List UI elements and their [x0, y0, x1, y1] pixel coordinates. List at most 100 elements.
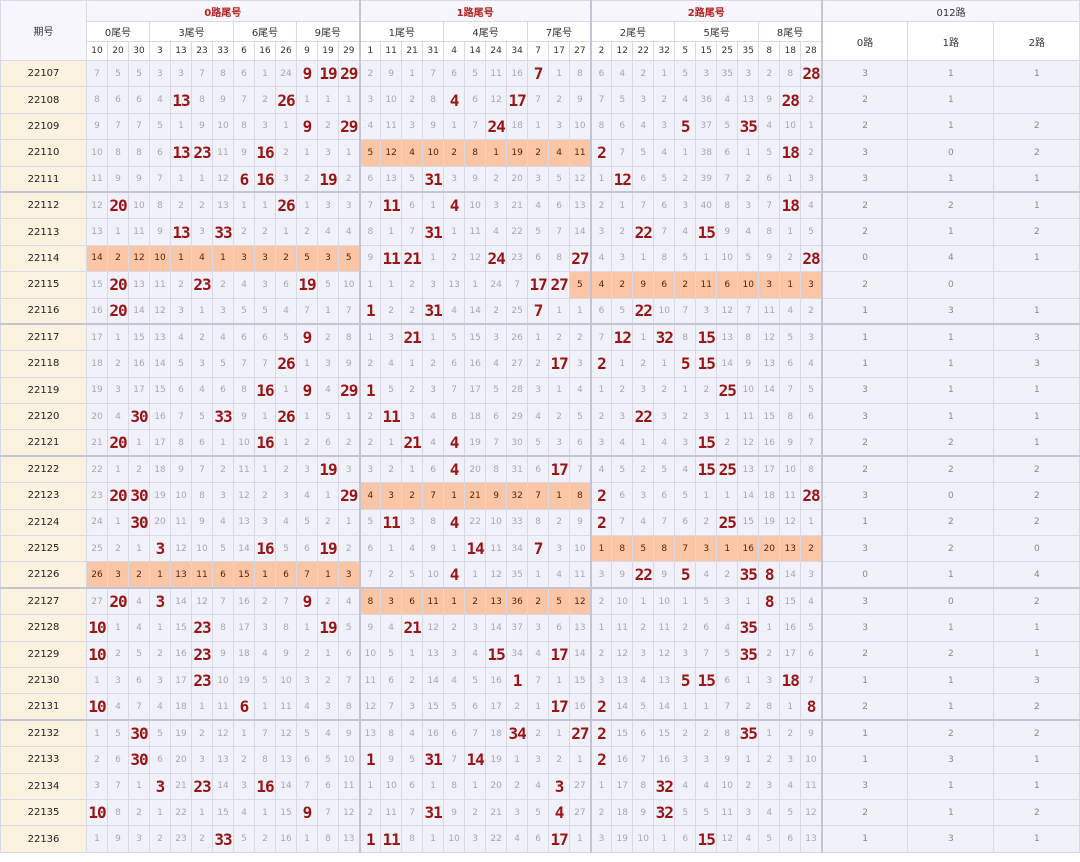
drawn-number-cell: 30 — [128, 482, 150, 510]
miss-count-cell: 7 — [337, 297, 361, 325]
issue-number: 22117 — [0, 323, 87, 352]
drawn-number-cell: 11 — [380, 508, 403, 537]
miss-count-cell: 8 — [632, 772, 655, 800]
drawn-number-cell: 2 — [589, 139, 613, 167]
miss-count-cell: 3 — [380, 587, 403, 616]
miss-count-cell: 7 — [611, 508, 634, 537]
miss-count-cell: 1 — [317, 86, 339, 114]
drawn-number-cell: 16 — [254, 429, 276, 457]
drawn-number-cell: 2 — [589, 350, 613, 378]
miss-count-cell: 3 — [695, 59, 718, 88]
miss-count-cell: 9 — [380, 746, 403, 774]
miss-count-cell: 3 — [443, 640, 466, 668]
miss-count-cell: 1 — [233, 719, 255, 748]
miss-count-cell: 8 — [233, 376, 255, 405]
miss-count-cell: 12 — [611, 640, 634, 668]
miss-count-cell: 3 — [380, 482, 403, 510]
issue-number: 22124 — [0, 508, 87, 537]
miss-count-cell: 5 — [337, 614, 361, 642]
miss-count-cell: 18 — [86, 350, 108, 378]
road-count-cell: 1 — [907, 165, 995, 193]
road-count-cell: 3 — [820, 535, 909, 563]
miss-count-cell: 10 — [611, 587, 634, 616]
miss-count-cell: 1 — [589, 772, 613, 800]
subgroup-header: 8尾号 — [758, 21, 823, 42]
miss-count-cell: 2 — [337, 165, 361, 193]
miss-count-cell: 6 — [212, 376, 234, 405]
miss-count-cell: 9 — [464, 165, 487, 193]
miss-count-cell: 1 — [107, 218, 129, 246]
table-row: 22133 2 6 30 6 20 3 13 2 8 13 6 5 10 1 9 5 31 7 14 19 1 3 2 1 2 16… — [0, 746, 1080, 774]
miss-count-cell: 2 — [191, 323, 213, 352]
miss-count-cell: 8 — [779, 59, 802, 88]
drawn-number-cell: 5 — [674, 350, 697, 378]
drawn-number-cell: 17 — [548, 350, 571, 378]
drawn-number-cell: 9 — [296, 323, 318, 352]
miss-count-cell: 7 — [296, 561, 318, 589]
miss-count-cell: 1 — [86, 719, 108, 748]
miss-count-cell: 11 — [358, 666, 382, 695]
table-row: 22123 23 20 30 19 10 8 3 12 2 3 4 1 29 4 3 2 7 1 21 9 32 7 1 8 2 6… — [0, 482, 1080, 510]
road-count-cell: 1 — [993, 614, 1080, 642]
miss-count-cell: 1 — [107, 455, 129, 484]
miss-count-cell: 36 — [506, 587, 529, 616]
road-count-cell: 4 — [993, 561, 1080, 589]
miss-count-cell: 8 — [422, 86, 445, 114]
number-header: 31 — [422, 41, 445, 61]
miss-count-cell: 2 — [800, 86, 823, 114]
drawn-number-cell: 12 — [611, 165, 634, 193]
header-row-numbers: 10 20 30 3 13 23 33 6 16 26 9 19 29 1 11 21 31 4 14 24 34 7 17… — [1, 41, 1080, 61]
miss-count-cell: 6 — [548, 191, 571, 220]
miss-count-cell: 4 — [527, 640, 550, 668]
drawn-number-cell: 10 — [86, 614, 108, 642]
subgroup-header: 7尾号 — [527, 21, 592, 42]
miss-count-cell: 18 — [485, 719, 508, 748]
miss-count-cell: 3 — [589, 666, 613, 695]
drawn-number-cell: 29 — [337, 376, 361, 405]
miss-count-cell: 4 — [212, 508, 234, 537]
miss-count-cell: 27 — [569, 772, 592, 800]
number-header: 16 — [254, 41, 276, 61]
miss-count-cell: 1 — [443, 218, 466, 246]
miss-count-cell: 9 — [569, 86, 592, 114]
drawn-number-cell: 35 — [737, 640, 760, 668]
miss-count-cell: 20 — [464, 455, 487, 484]
road-count-cell: 3 — [993, 666, 1080, 695]
drawn-number-cell: 7 — [527, 535, 550, 563]
miss-count-cell: 13 — [800, 825, 823, 853]
road-count-cell: 2 — [907, 640, 995, 668]
miss-count-cell: 12 — [275, 719, 297, 748]
miss-count-cell: 9 — [653, 561, 676, 589]
miss-count-cell: 10 — [275, 666, 297, 695]
miss-count-cell: 10 — [569, 535, 592, 563]
miss-count-cell: 6 — [527, 244, 550, 273]
number-header: 1 — [358, 41, 382, 61]
miss-count-cell: 19 — [86, 376, 108, 405]
drawn-number-cell: 5 — [674, 666, 697, 695]
miss-count-cell: 11 — [485, 535, 508, 563]
miss-count-cell: 4 — [527, 191, 550, 220]
miss-count-cell: 10 — [358, 640, 382, 668]
drawn-number-cell: 35 — [737, 112, 760, 141]
miss-count-cell: 9 — [191, 112, 213, 141]
miss-count-cell: 14 — [464, 297, 487, 325]
miss-count-cell: 21 — [464, 482, 487, 510]
drawn-number-cell: 35 — [737, 614, 760, 642]
miss-count-cell: 6 — [611, 112, 634, 141]
miss-count-cell: 1 — [737, 746, 760, 774]
miss-count-cell: 1 — [170, 165, 192, 193]
miss-count-cell: 7 — [86, 59, 108, 88]
miss-count-cell: 11 — [212, 693, 234, 721]
miss-count-cell: 13 — [737, 455, 760, 484]
miss-count-cell: 16 — [464, 350, 487, 378]
miss-count-cell: 4 — [380, 614, 403, 642]
miss-count-cell: 6 — [674, 825, 697, 853]
miss-count-cell: 4 — [149, 86, 171, 114]
drawn-number-cell: 6 — [233, 693, 255, 721]
table-row: 22108 8 6 6 4 13 8 9 7 2 26 1 1 1 3 10 2 8 4 6 12 17 7 2 9 7 5 3 2 4 3… — [0, 86, 1080, 114]
drawn-number-cell: 3 — [548, 772, 571, 800]
miss-count-cell: 2 — [632, 614, 655, 642]
miss-count-cell: 11 — [233, 455, 255, 484]
drawn-number-cell: 14 — [464, 535, 487, 563]
miss-count-cell: 24 — [275, 59, 297, 88]
